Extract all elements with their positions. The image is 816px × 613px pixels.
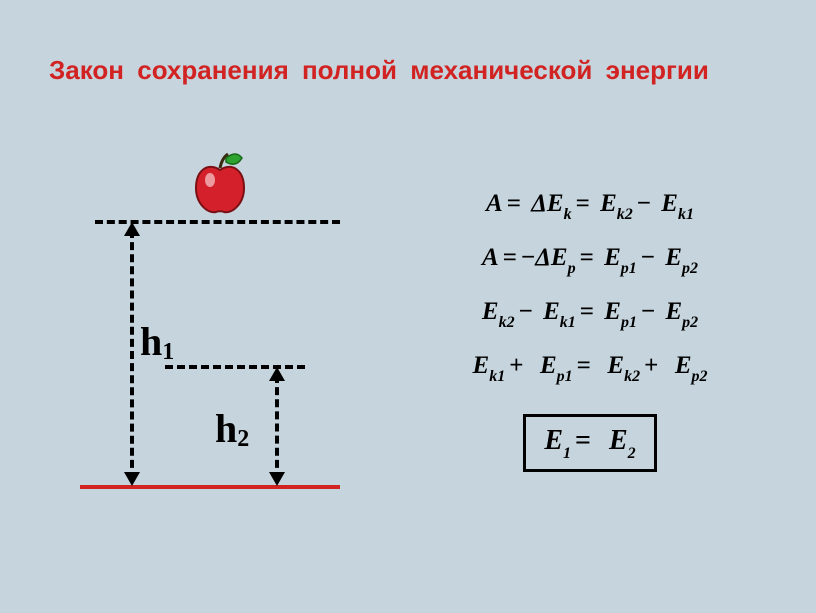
h2-arrow-down xyxy=(269,472,285,486)
page-title: Закон сохранения полной механической эне… xyxy=(49,55,709,86)
apple-icon xyxy=(190,150,250,216)
equation-4: Ek1+ Ep1= Ek2+ Ep2 xyxy=(390,352,790,384)
equation-boxed: E1= E2 xyxy=(523,414,656,472)
equations-block: A= ΔEk= Ek2− Ek1 A=−ΔEp= Ep1− Ep2 Ek2− E… xyxy=(390,190,790,494)
h2-arrow-up xyxy=(269,367,285,381)
equation-2: A=−ΔEp= Ep1− Ep2 xyxy=(390,244,790,276)
h2-arrow-shaft xyxy=(275,375,279,480)
h1-arrow-up xyxy=(124,222,140,236)
h2-label: h2 xyxy=(215,405,249,452)
h1-arrow-down xyxy=(124,472,140,486)
h1-label: h1 xyxy=(140,318,174,365)
h1-arrow-shaft xyxy=(130,230,134,480)
height-diagram: h1 h2 xyxy=(60,150,340,520)
equation-3: Ek2− Ek1= Ep1− Ep2 xyxy=(390,298,790,330)
ground-line xyxy=(80,485,340,489)
equation-1: A= ΔEk= Ek2− Ek1 xyxy=(390,190,790,222)
